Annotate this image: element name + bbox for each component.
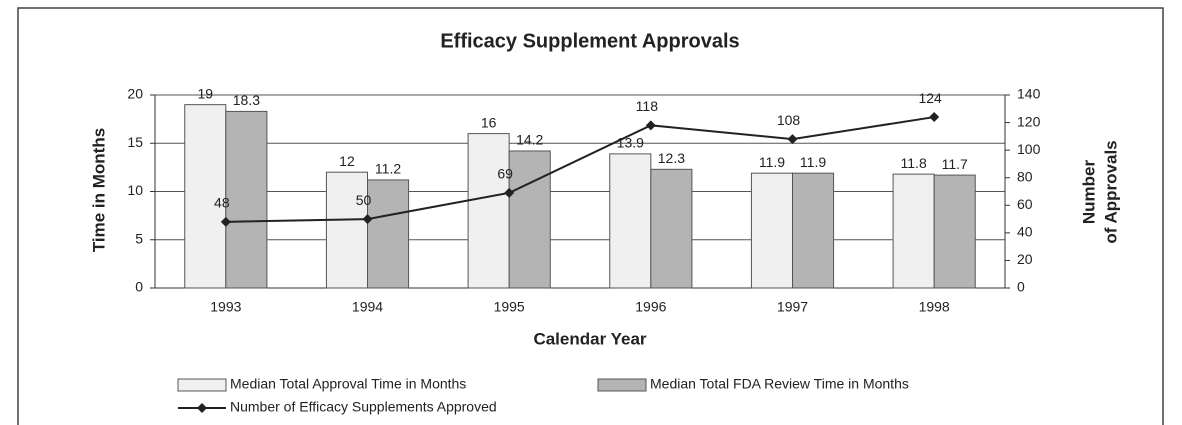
line-value-label: 124 <box>918 90 942 106</box>
line-marker <box>220 216 231 227</box>
y2-tick-label: 100 <box>1017 141 1041 157</box>
bar-value-label: 14.2 <box>516 132 543 148</box>
y-tick-label: 5 <box>135 230 143 246</box>
line-marker <box>645 120 656 131</box>
x-axis-title: Calendar Year <box>533 329 646 348</box>
legend-label: Number of Efficacy Supplements Approved <box>230 399 497 415</box>
y2-tick-label: 60 <box>1017 196 1033 212</box>
y2-tick-label: 40 <box>1017 224 1033 240</box>
y-tick-label: 0 <box>135 279 143 295</box>
bar <box>508 150 551 289</box>
line-value-label: 50 <box>356 192 372 208</box>
bar <box>467 133 510 289</box>
line-marker <box>929 112 940 123</box>
legend-label: Median Total Approval Time in Months <box>230 376 466 392</box>
bar-value-label: 11.7 <box>942 156 968 172</box>
x-tick-label: 1997 <box>777 299 808 315</box>
line <box>225 116 935 223</box>
bar <box>650 168 693 289</box>
y-axis-title: Time in Months <box>89 128 108 252</box>
bar-value-label: 11.8 <box>901 155 927 171</box>
y-tick-label: 10 <box>127 182 143 198</box>
bar-value-label: 19 <box>198 85 214 101</box>
line-value-label: 118 <box>636 98 659 114</box>
bar <box>792 172 835 289</box>
bar <box>892 173 935 289</box>
y2-tick-label: 120 <box>1017 113 1041 129</box>
bar-value-label: 11.2 <box>375 161 401 177</box>
frame <box>17 7 1164 425</box>
chart-title: Efficacy Supplement Approvals <box>440 30 739 52</box>
bar <box>750 172 794 289</box>
bar-value-label: 13.9 <box>617 135 644 151</box>
bar-value-label: 11.9 <box>759 154 785 170</box>
y-tick-label: 20 <box>127 86 143 102</box>
y2-axis-title: of Approvals <box>1101 140 1120 243</box>
bar <box>933 174 976 289</box>
line-marker <box>787 134 798 145</box>
legend-marker <box>197 403 207 413</box>
y-tick-label: 15 <box>127 134 143 150</box>
bar <box>225 110 268 289</box>
line-marker <box>504 187 515 198</box>
legend-label: Median Total FDA Review Time in Months <box>650 376 909 392</box>
bar-value-label: 12 <box>339 153 355 169</box>
bar-value-label: 16 <box>481 114 497 130</box>
y2-axis-title: Number <box>1079 160 1098 225</box>
y2-tick-label: 140 <box>1017 86 1041 102</box>
bar <box>325 171 368 289</box>
x-tick-label: 1993 <box>210 299 241 315</box>
y2-tick-label: 20 <box>1017 251 1033 267</box>
legend-swatch <box>597 378 647 392</box>
line-marker <box>362 214 373 225</box>
line-value-label: 108 <box>777 112 801 128</box>
line-value-label: 69 <box>497 166 513 182</box>
y2-tick-label: 80 <box>1017 168 1033 184</box>
y2-tick-label: 0 <box>1017 279 1025 295</box>
bar <box>367 179 410 289</box>
bar <box>609 153 652 289</box>
x-tick-label: 1994 <box>352 299 383 315</box>
bar <box>184 104 227 289</box>
line-value-label: 48 <box>214 195 230 211</box>
bar-value-label: 18.3 <box>233 92 260 108</box>
bar-value-label: 11.9 <box>800 154 826 170</box>
legend-swatch <box>177 378 227 392</box>
x-tick-label: 1996 <box>635 299 666 315</box>
bar-value-label: 12.3 <box>658 150 685 166</box>
x-tick-label: 1998 <box>919 299 950 315</box>
x-tick-label: 1995 <box>494 299 525 315</box>
